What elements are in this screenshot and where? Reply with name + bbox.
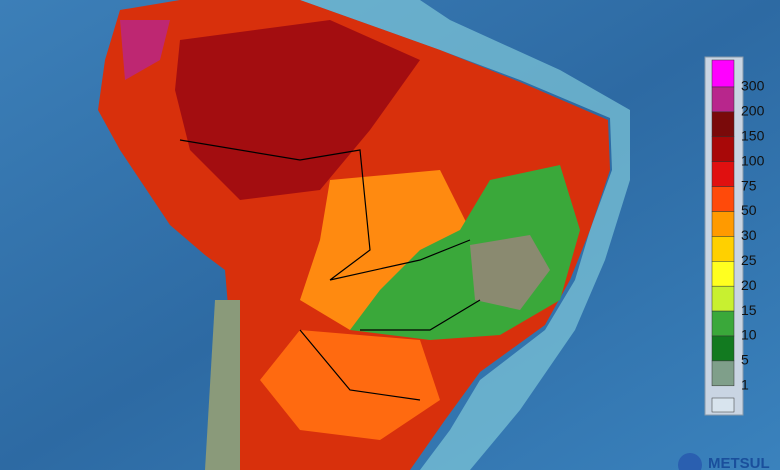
- legend-label: 20: [741, 277, 757, 293]
- legend-label: 50: [741, 202, 757, 218]
- dry-region: [470, 235, 550, 310]
- legend: 300 200 150 100 75 50 30 25 20 15 10 5 1: [711, 59, 765, 393]
- logo-icon: [678, 453, 702, 470]
- legend-label: 30: [741, 227, 757, 243]
- legend-swatch: [711, 261, 735, 287]
- legend-swatch: [711, 211, 735, 237]
- shelf: [300, 0, 630, 470]
- heavy-rain-region: [175, 20, 420, 200]
- legend-swatch: [711, 59, 735, 88]
- moderate-rain-region: [300, 170, 470, 330]
- legend-swatch: [711, 360, 735, 387]
- legend-swatch: [711, 335, 735, 362]
- legend-swatch: [711, 136, 735, 162]
- legend-swatch: [711, 236, 735, 262]
- legend-swatch-none: [711, 397, 735, 413]
- moderate-rain-region-south: [260, 330, 440, 440]
- legend-label: 75: [741, 177, 757, 193]
- andes: [205, 300, 240, 470]
- logo: METSUL: [708, 455, 770, 470]
- legend-label: 300: [741, 78, 765, 94]
- legend-label: 100: [741, 152, 765, 168]
- legend-swatch: [711, 285, 735, 312]
- legend-label: 25: [741, 252, 757, 268]
- legend-swatch: [711, 186, 735, 212]
- borders: [179, 139, 481, 401]
- legend-label: 10: [741, 327, 757, 343]
- legend-swatch: [711, 161, 735, 187]
- legend-swatch: [711, 86, 735, 113]
- legend-label: 200: [741, 103, 765, 119]
- legend-label: 1: [741, 377, 749, 393]
- legend-label: 15: [741, 302, 757, 318]
- legend-swatch: [711, 111, 735, 138]
- legend-label: 150: [741, 128, 765, 144]
- legend-label: 5: [741, 352, 749, 368]
- extreme-rain-region: [120, 20, 170, 80]
- legend-swatch: [711, 310, 735, 337]
